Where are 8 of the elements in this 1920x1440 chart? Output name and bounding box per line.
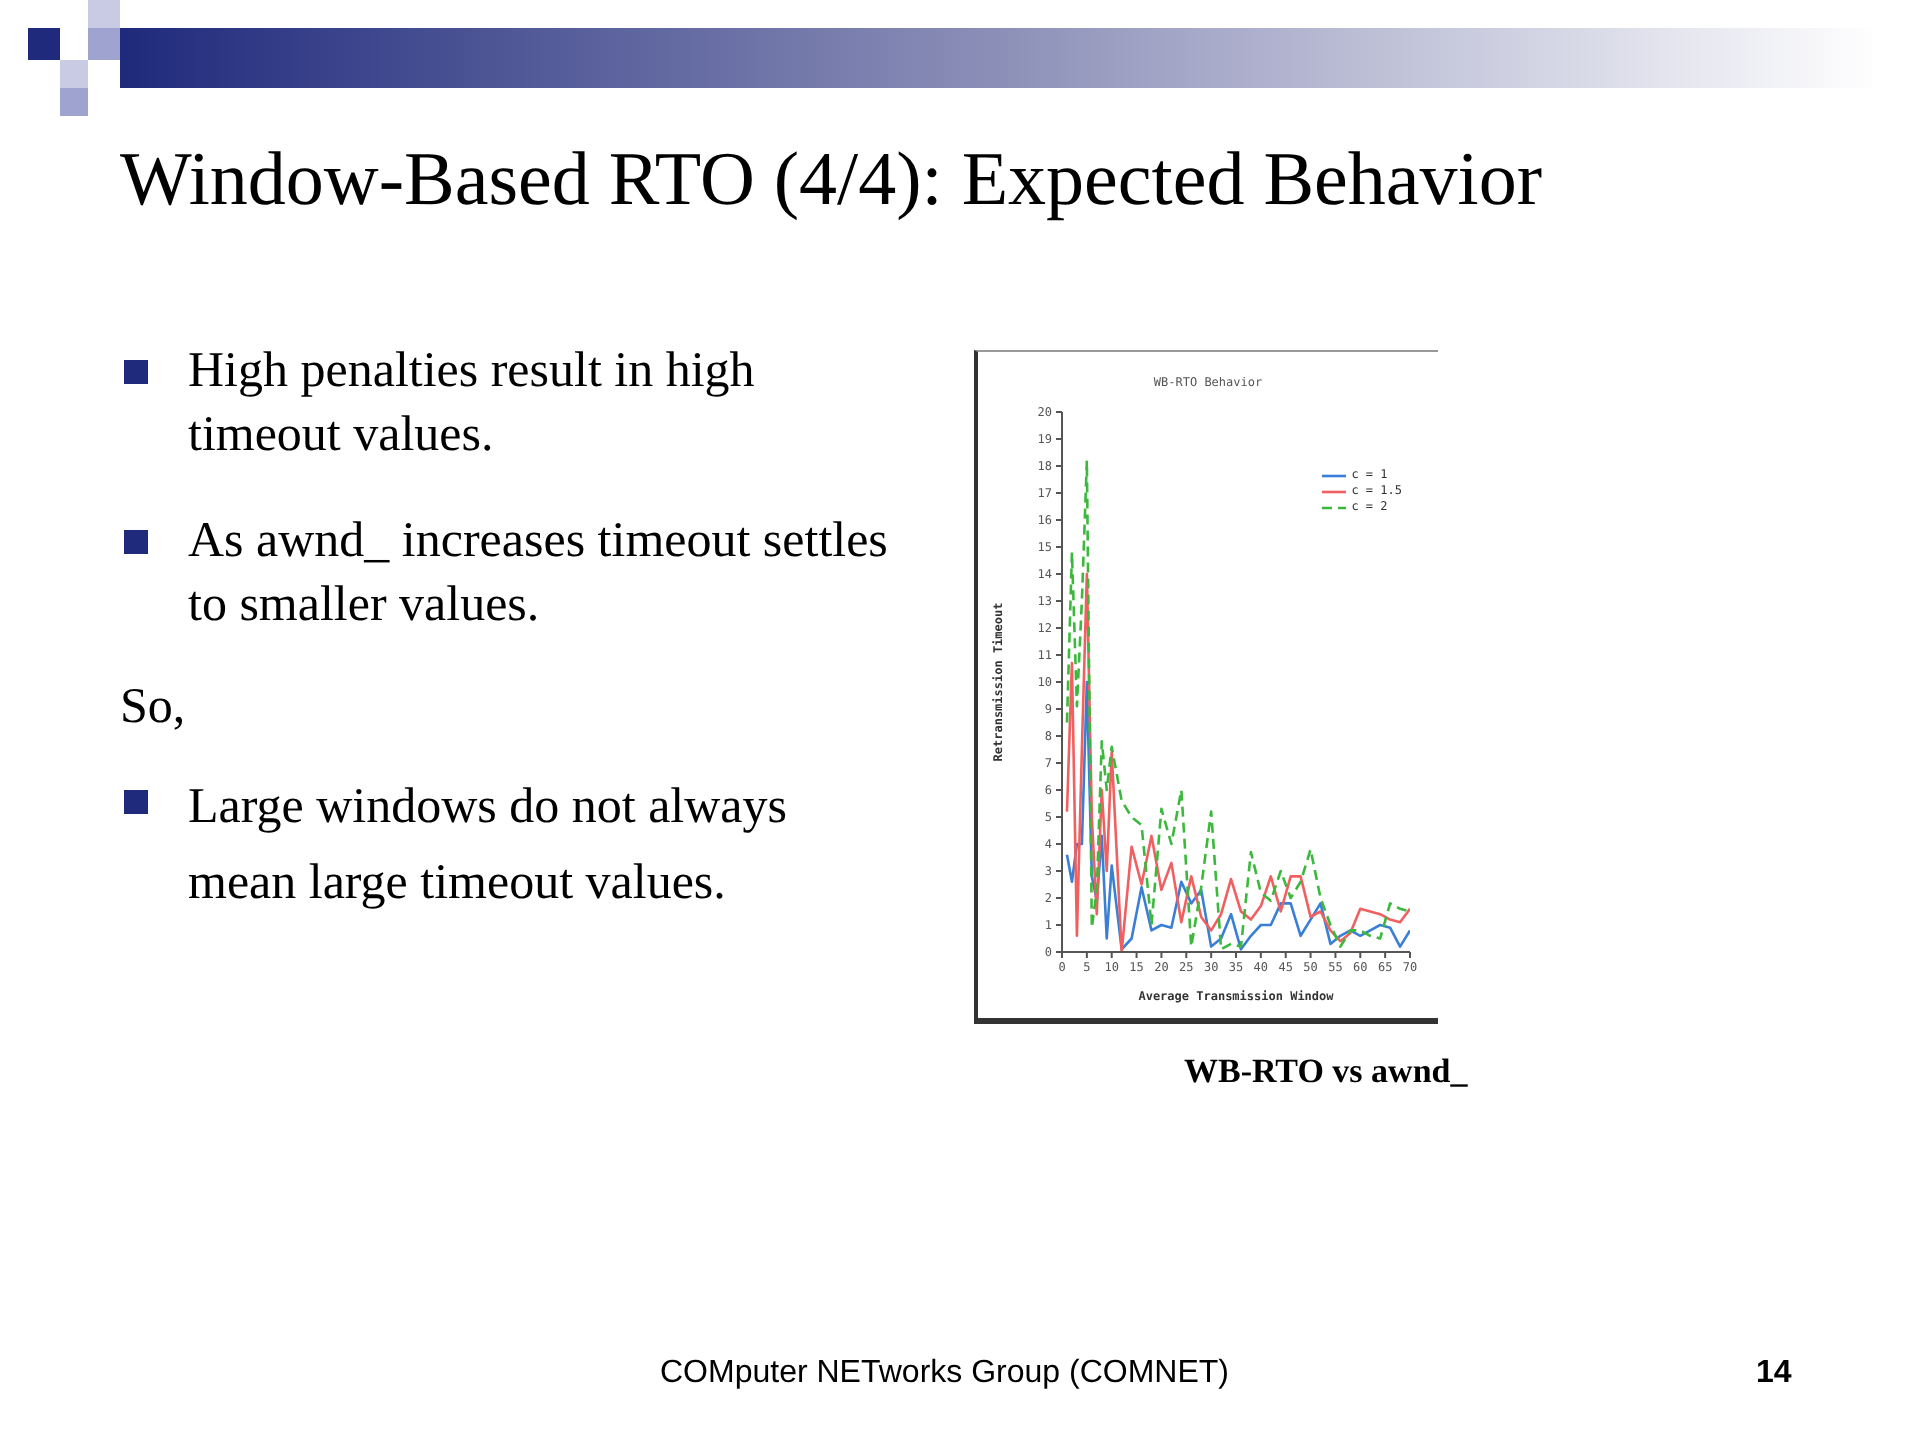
text: So, <box>120 680 188 736</box>
text: Window-Based RTO (4/4): Expected Behavior <box>120 136 1544 224</box>
text: As awnd_ increases timeout settles to smaller values. <box>188 512 890 636</box>
text: 14 <box>1756 1356 1794 1392</box>
text: COMputer NETworks Group (COMNET) <box>660 1356 1231 1392</box>
text: WB-RTO vs awnd_ <box>1184 1052 1470 1092</box>
text: Large windows do not always mean large timeout values. <box>188 778 789 914</box>
text: High penalties result in high timeout values. <box>188 342 757 466</box>
